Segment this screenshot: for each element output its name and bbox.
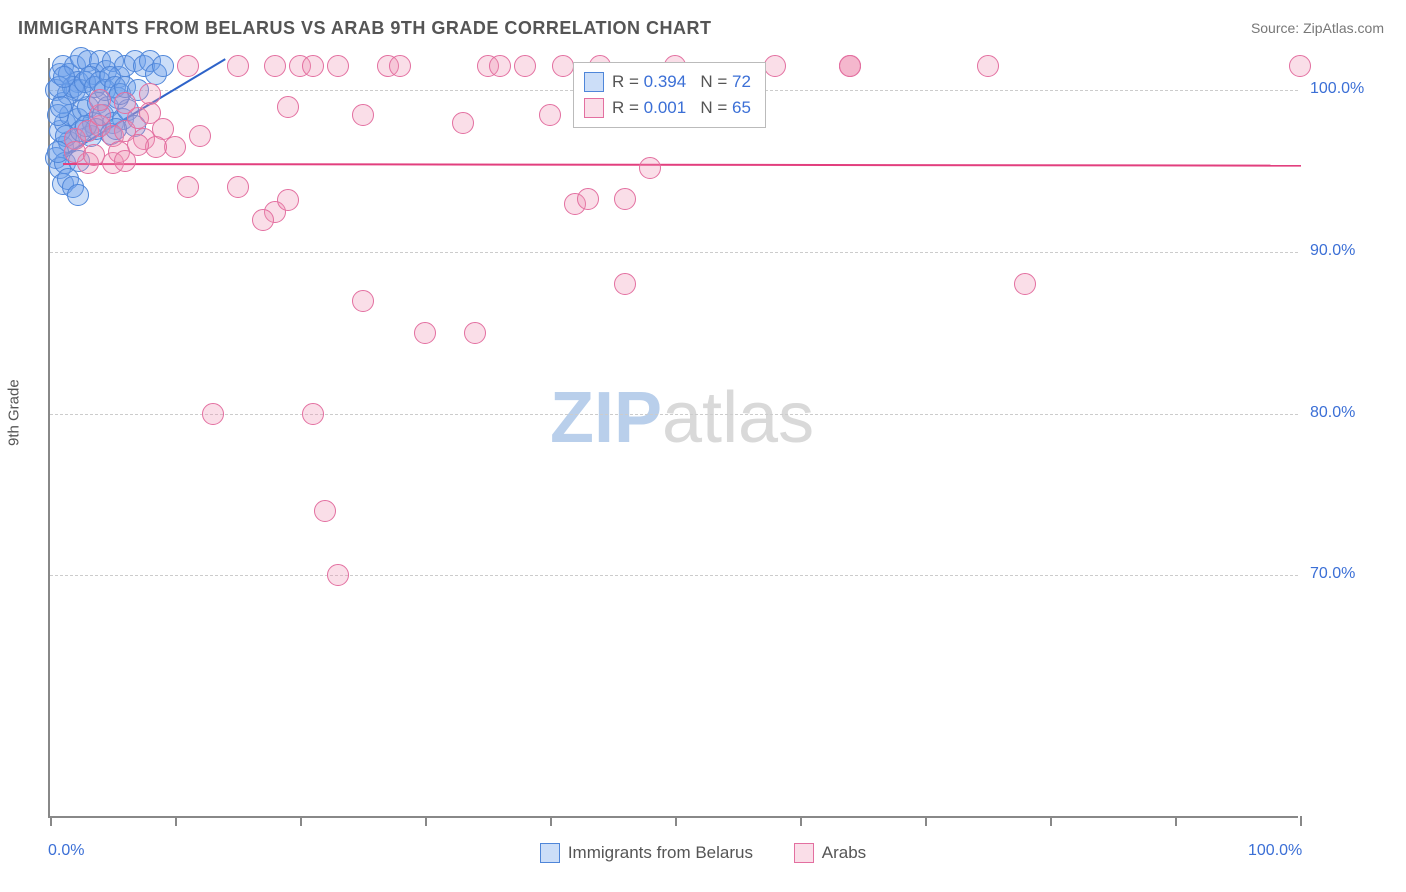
data-point: [164, 136, 186, 158]
data-point: [464, 322, 486, 344]
data-point: [89, 89, 111, 111]
data-point: [552, 55, 574, 77]
data-point: [539, 104, 561, 126]
data-point: [839, 55, 861, 77]
y-tick-label: 90.0%: [1310, 242, 1355, 260]
data-point: [177, 176, 199, 198]
legend-item-belarus: Immigrants from Belarus: [540, 843, 753, 863]
data-point: [227, 55, 249, 77]
data-point: [514, 55, 536, 77]
data-point: [252, 209, 274, 231]
data-point: [327, 564, 349, 586]
data-point: [764, 55, 786, 77]
data-point: [50, 96, 72, 118]
data-point: [202, 403, 224, 425]
series-legend: Immigrants from Belarus Arabs: [0, 843, 1406, 868]
data-point: [145, 136, 167, 158]
swatch-belarus: [540, 843, 560, 863]
chart-title: IMMIGRANTS FROM BELARUS VS ARAB 9TH GRAD…: [18, 18, 712, 39]
data-point: [314, 500, 336, 522]
watermark-atlas: atlas: [662, 378, 814, 458]
data-point: [452, 112, 474, 134]
data-point: [352, 290, 374, 312]
data-point: [264, 55, 286, 77]
data-point: [83, 144, 105, 166]
data-point: [577, 188, 599, 210]
data-point: [152, 55, 174, 77]
stats-legend-row: R = 0.394 N = 72: [584, 69, 751, 95]
data-point: [302, 403, 324, 425]
plot-area: ZIPatlas 70.0%80.0%90.0%100.0% 0.0%100.0…: [48, 58, 1364, 818]
swatch-arabs: [794, 843, 814, 863]
source-attribution: Source: ZipAtlas.com: [1251, 20, 1384, 36]
data-point: [352, 104, 374, 126]
watermark: ZIPatlas: [550, 377, 814, 459]
data-point: [302, 55, 324, 77]
stats-legend: R = 0.394 N = 72R = 0.001 N = 65: [573, 62, 766, 128]
legend-label-belarus: Immigrants from Belarus: [568, 843, 753, 863]
data-point: [1014, 273, 1036, 295]
data-point: [489, 55, 511, 77]
data-point: [277, 96, 299, 118]
data-point: [227, 176, 249, 198]
data-point: [1289, 55, 1311, 77]
y-tick-label: 70.0%: [1310, 565, 1355, 583]
data-point: [277, 189, 299, 211]
watermark-zip: ZIP: [550, 378, 662, 458]
data-point: [177, 55, 199, 77]
stats-legend-row: R = 0.001 N = 65: [584, 95, 751, 121]
data-point: [139, 83, 161, 105]
data-point: [614, 188, 636, 210]
y-tick-label: 100.0%: [1310, 80, 1364, 98]
data-point: [614, 273, 636, 295]
y-tick-label: 80.0%: [1310, 404, 1355, 422]
data-point: [639, 157, 661, 179]
data-point: [977, 55, 999, 77]
legend-item-arabs: Arabs: [794, 843, 866, 863]
data-point: [189, 125, 211, 147]
data-point: [389, 55, 411, 77]
data-point: [53, 66, 75, 88]
data-point: [67, 184, 89, 206]
legend-label-arabs: Arabs: [822, 843, 866, 863]
data-point: [127, 134, 149, 156]
data-point: [414, 322, 436, 344]
plot-box: ZIPatlas: [48, 58, 1298, 818]
data-point: [327, 55, 349, 77]
y-axis-label: 9th Grade: [6, 379, 23, 446]
